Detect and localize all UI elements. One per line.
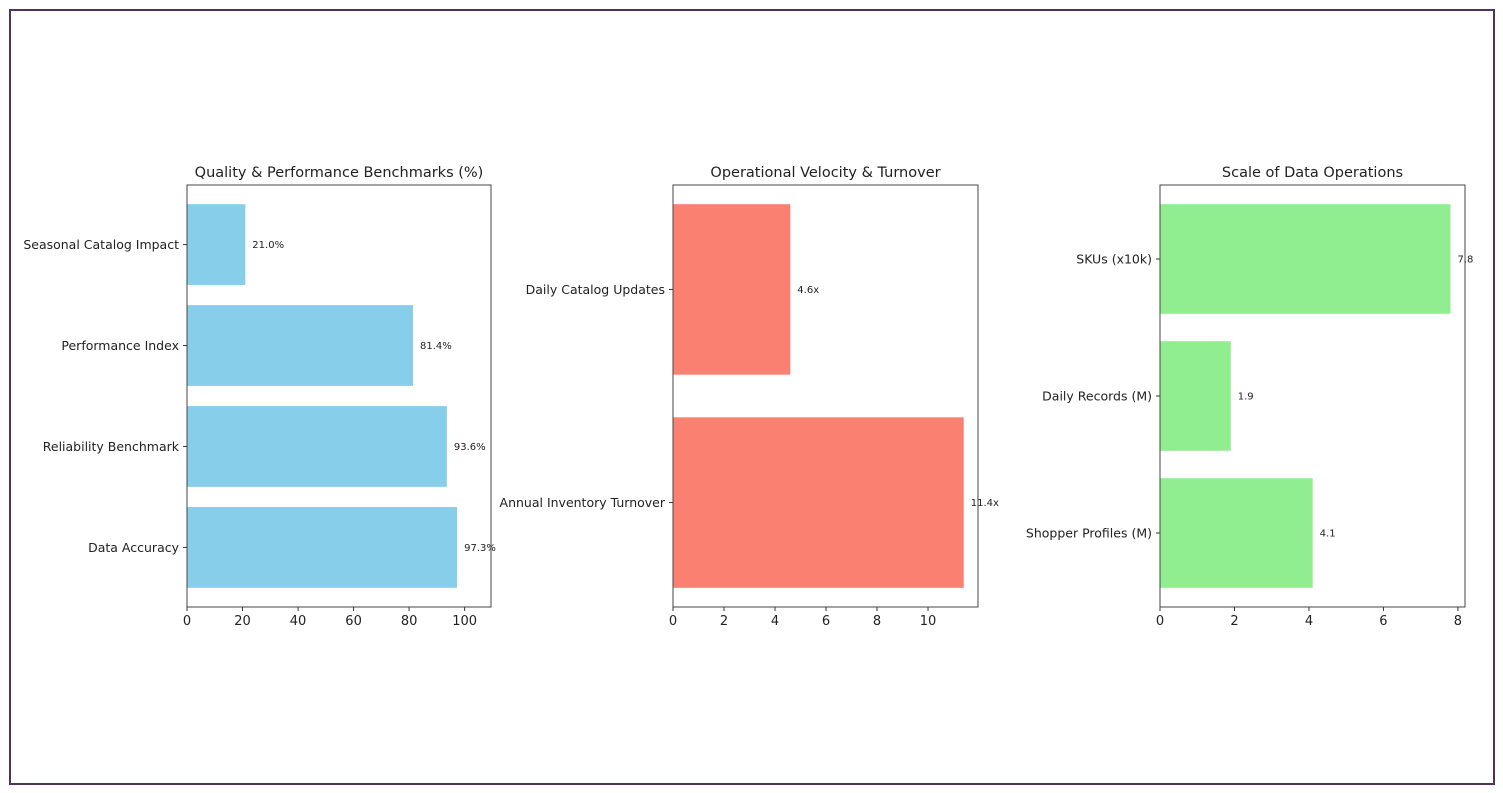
bar-shopper-profiles-m- <box>1160 478 1313 588</box>
data-label: 93.6% <box>454 442 486 453</box>
chart-3: Scale of Data Operations 4.1 Shopper Profi… <box>1026 165 1473 629</box>
bar-daily-catalog-updates <box>673 204 791 375</box>
x-tick-label: 60 <box>345 614 362 629</box>
data-label: 21.0% <box>252 240 284 251</box>
y-tick-label: Performance Index <box>61 338 179 353</box>
x-tick-label: 10 <box>920 614 937 629</box>
bar-reliability-benchmark <box>187 406 447 487</box>
chart-title: Scale of Data Operations <box>1222 165 1403 181</box>
y-tick-label: Shopper Profiles (M) <box>1026 526 1152 541</box>
x-tick-label: 6 <box>1379 614 1387 629</box>
x-tick-label: 8 <box>1454 614 1462 629</box>
bar-seasonal-catalog-impact <box>187 204 246 285</box>
bar-annual-inventory-turnover <box>673 417 964 588</box>
x-tick-label: 4 <box>1305 614 1313 629</box>
chart-title: Quality & Performance Benchmarks (%) <box>195 165 484 181</box>
y-tick-label: Annual Inventory Turnover <box>500 495 666 510</box>
data-label: 4.6x <box>797 285 819 296</box>
data-label: 97.3% <box>464 543 496 554</box>
chart-2: Operational Velocity & Turnover 11.4x Annu… <box>500 165 999 629</box>
y-tick-label: SKUs (x10k) <box>1076 251 1152 266</box>
data-label: 11.4x <box>971 498 999 509</box>
bar-data-accuracy <box>187 507 458 588</box>
x-tick-label: 2 <box>720 614 728 629</box>
x-tick-label: 80 <box>401 614 418 629</box>
x-tick-label: 8 <box>873 614 881 629</box>
y-tick-label: Daily Catalog Updates <box>526 282 665 297</box>
x-tick-label: 100 <box>452 614 477 629</box>
x-tick-label: 0 <box>669 614 677 629</box>
data-label: 81.4% <box>420 341 452 352</box>
axes-frame <box>672 184 979 608</box>
data-label: 4.1 <box>1320 529 1336 540</box>
data-label: 1.9 <box>1238 392 1254 403</box>
axes-frame <box>186 184 492 608</box>
y-tick-label: Data Accuracy <box>88 540 179 555</box>
axes-frame <box>1159 184 1466 608</box>
bar-performance-index <box>187 305 413 386</box>
x-tick-label: 4 <box>771 614 779 629</box>
x-tick-label: 40 <box>290 614 307 629</box>
x-tick-label: 20 <box>234 614 251 629</box>
y-tick-label: Reliability Benchmark <box>43 439 180 454</box>
x-tick-label: 6 <box>822 614 830 629</box>
bar-skus-x10k- <box>1160 204 1451 314</box>
x-tick-label: 0 <box>183 614 191 629</box>
y-tick-label: Daily Records (M) <box>1042 389 1152 404</box>
figure-frame <box>9 9 1495 785</box>
bar-daily-records-m- <box>1160 341 1231 451</box>
chart-title: Operational Velocity & Turnover <box>710 165 940 181</box>
chart-1: Quality & Performance Benchmarks (%) 97.3… <box>23 165 496 629</box>
x-tick-label: 0 <box>1156 614 1164 629</box>
x-tick-label: 2 <box>1230 614 1238 629</box>
y-tick-label: Seasonal Catalog Impact <box>23 237 179 252</box>
